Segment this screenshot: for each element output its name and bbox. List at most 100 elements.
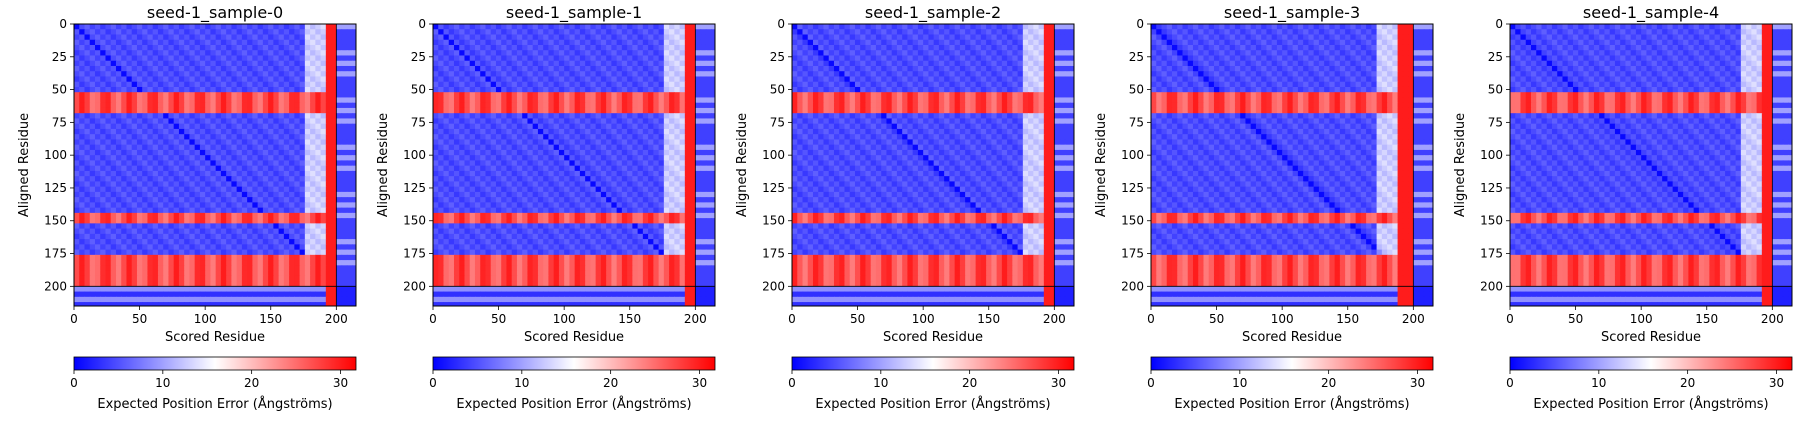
heatmap-cell: [559, 87, 565, 93]
heatmap-cell: [258, 87, 264, 93]
heatmap-cell: [580, 187, 586, 193]
heatmap-cell: [168, 166, 174, 172]
heatmap-cell: [564, 50, 570, 56]
heatmap-cell: [685, 166, 691, 172]
heatmap-cell: [252, 239, 258, 245]
heatmap-cell: [512, 197, 518, 203]
heatmap-cell: [205, 302, 211, 308]
heatmap-cell: [627, 108, 633, 114]
heatmap-cell: [527, 76, 533, 82]
heatmap-cell: [273, 250, 279, 256]
heatmap-cell: [284, 113, 290, 119]
heatmap-cell: [470, 129, 476, 135]
heatmap-cell: [74, 103, 80, 109]
heatmap-cell: [336, 29, 342, 35]
heatmap-cell: [273, 155, 279, 161]
heatmap-cell: [501, 118, 507, 124]
heatmap-cell: [237, 29, 243, 35]
heatmap-cell: [294, 134, 300, 140]
heatmap-cell: [496, 181, 502, 187]
heatmap-cell: [711, 139, 717, 145]
heatmap-cell: [459, 208, 465, 214]
heatmap-cell: [449, 71, 455, 77]
heatmap-cell: [459, 61, 465, 67]
heatmap-cell: [168, 134, 174, 140]
heatmap-cell: [617, 166, 623, 172]
heatmap-cell: [200, 297, 206, 303]
heatmap-cell: [315, 129, 321, 135]
heatmap-cell: [480, 160, 486, 166]
heatmap-cell: [352, 255, 358, 261]
heatmap-cell: [491, 181, 497, 187]
heatmap-cell: [258, 166, 264, 172]
heatmap-cell: [116, 192, 122, 198]
heatmap-cell: [84, 97, 90, 103]
heatmap-cell: [158, 187, 164, 193]
heatmap-cell: [74, 271, 80, 277]
heatmap-cell: [100, 171, 106, 177]
heatmap-cell: [527, 208, 533, 214]
heatmap-cell: [470, 160, 476, 166]
heatmap-cell: [433, 113, 439, 119]
heatmap-cell: [548, 218, 554, 224]
heatmap-cell: [711, 187, 717, 193]
heatmap-cell: [669, 160, 675, 166]
heatmap-cell: [95, 103, 101, 109]
heatmap-cell: [342, 286, 348, 292]
heatmap-cell: [105, 239, 111, 245]
heatmap-cell: [596, 202, 602, 208]
heatmap-cell: [464, 145, 470, 151]
heatmap-cell: [632, 103, 638, 109]
heatmap-cell: [263, 202, 269, 208]
heatmap-cell: [210, 61, 216, 67]
heatmap-cell: [632, 82, 638, 88]
heatmap-cell: [179, 171, 185, 177]
heatmap-cell: [258, 139, 264, 145]
heatmap-cell: [300, 76, 306, 82]
heatmap-cell: [95, 192, 101, 198]
heatmap-cell: [601, 192, 607, 198]
heatmap-cell: [543, 150, 549, 156]
heatmap-cell: [459, 176, 465, 182]
heatmap-cell: [674, 181, 680, 187]
heatmap-cell: [638, 124, 644, 130]
heatmap-cell: [242, 61, 248, 67]
heatmap-cell: [512, 103, 518, 109]
heatmap-cell: [449, 76, 455, 82]
heatmap-cell: [153, 250, 159, 256]
heatmap-cell: [336, 124, 342, 130]
heatmap-cell: [226, 160, 232, 166]
heatmap-cell: [522, 150, 528, 156]
heatmap-cell: [231, 34, 237, 40]
heatmap-cell: [305, 155, 311, 161]
heatmap-cell: [585, 218, 591, 224]
heatmap-cell: [643, 87, 649, 93]
heatmap-cell: [90, 181, 96, 187]
heatmap-cell: [443, 213, 449, 219]
heatmap-cell: [132, 118, 138, 124]
heatmap-cell: [294, 92, 300, 98]
heatmap-cell: [121, 218, 127, 224]
heatmap-cell: [543, 108, 549, 114]
heatmap-cell: [132, 97, 138, 103]
heatmap-cell: [464, 218, 470, 224]
heatmap-cell: [585, 129, 591, 135]
heatmap-cell: [305, 302, 311, 308]
heatmap-cell: [284, 271, 290, 277]
heatmap-cell: [205, 208, 211, 214]
heatmap-cell: [310, 260, 316, 266]
heatmap-cell: [685, 118, 691, 124]
heatmap-cell: [321, 244, 327, 250]
heatmap-cell: [527, 34, 533, 40]
heatmap-cell: [126, 171, 132, 177]
heatmap-cell: [538, 134, 544, 140]
heatmap-cell: [79, 61, 85, 67]
heatmap-cell: [142, 297, 148, 303]
heatmap-cell: [200, 234, 206, 240]
heatmap-cell: [121, 166, 127, 172]
heatmap-cell: [326, 176, 332, 182]
heatmap-cell: [132, 250, 138, 256]
heatmap-cell: [336, 218, 342, 224]
heatmap-cell: [200, 124, 206, 130]
heatmap-cell: [685, 202, 691, 208]
